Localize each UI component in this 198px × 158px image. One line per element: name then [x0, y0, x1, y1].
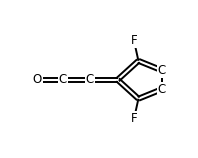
Text: F: F: [131, 34, 137, 47]
Text: C: C: [158, 64, 166, 77]
Text: C: C: [59, 73, 67, 86]
Text: C: C: [158, 83, 166, 96]
Text: F: F: [131, 112, 137, 125]
Text: C: C: [86, 73, 94, 86]
Text: O: O: [33, 73, 42, 86]
